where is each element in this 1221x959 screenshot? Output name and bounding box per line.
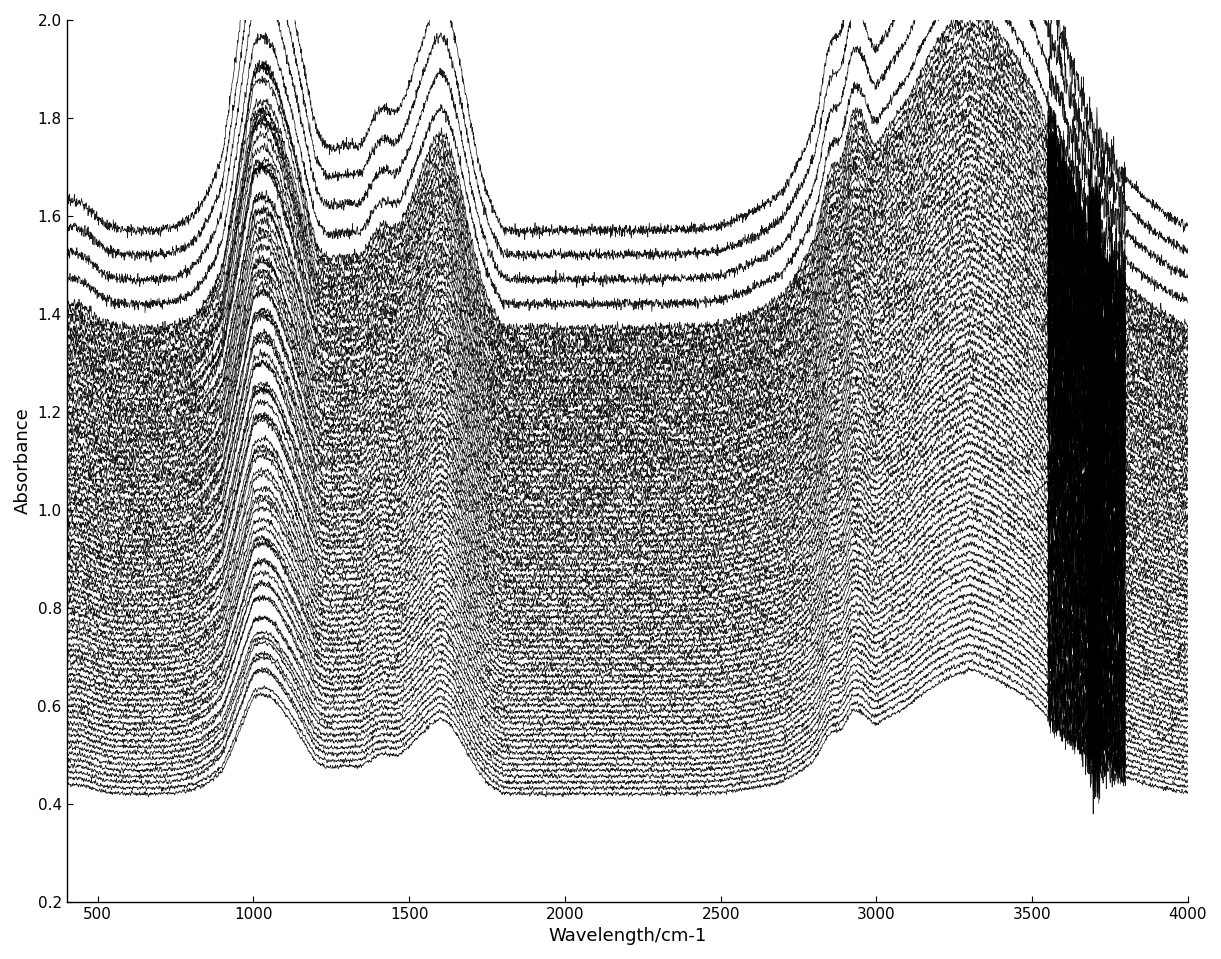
X-axis label: Wavelength/cm-1: Wavelength/cm-1 (548, 927, 706, 946)
Y-axis label: Absorbance: Absorbance (13, 408, 32, 514)
